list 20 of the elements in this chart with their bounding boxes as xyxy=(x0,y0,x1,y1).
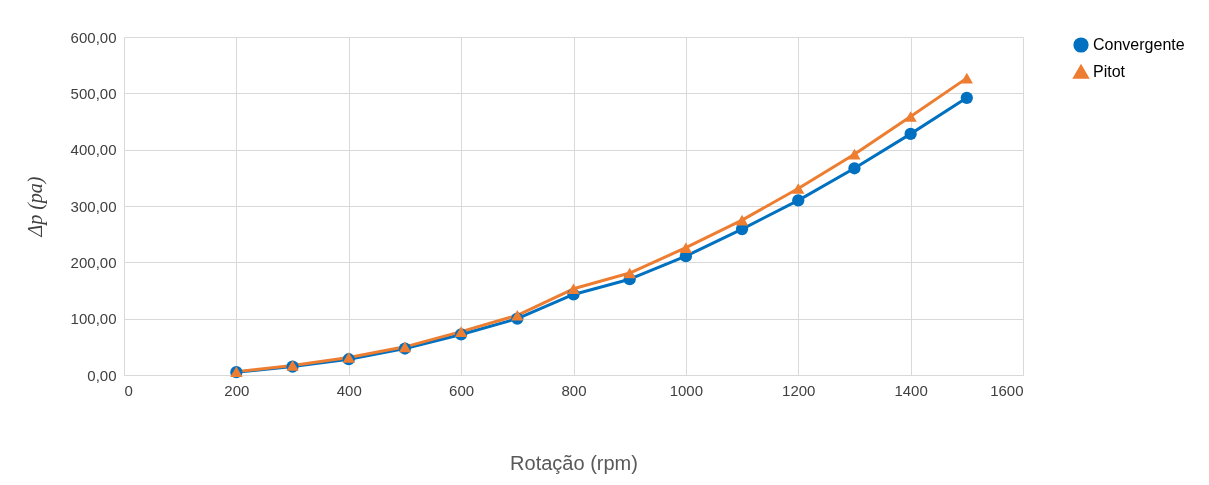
x-tick-label: 1000 xyxy=(669,381,704,399)
x-tick-label: 1600 xyxy=(990,381,1024,399)
x-tick-label: 200 xyxy=(224,381,250,399)
y-tick-label: 400,00 xyxy=(70,141,117,159)
x-tick-label: 400 xyxy=(336,381,362,399)
y-tick-label: 200,00 xyxy=(70,253,117,271)
y-axis-title: Δp (pa) xyxy=(23,176,47,238)
y-tick-label: 100,00 xyxy=(70,310,117,328)
legend-label: Convergente xyxy=(1093,36,1185,53)
y-tick-label: 600,00 xyxy=(70,28,117,46)
x-axis-title: Rotação (rpm) xyxy=(510,451,638,474)
x-tick-label: 1200 xyxy=(782,381,816,399)
y-tick-label: 0,00 xyxy=(87,366,117,384)
x-tick-label: 0 xyxy=(124,381,133,399)
x-tick-label: 600 xyxy=(449,381,475,399)
x-tick-label: 800 xyxy=(561,381,587,399)
x-tick-label: 1400 xyxy=(894,381,928,399)
y-tick-label: 500,00 xyxy=(70,84,117,102)
legend-label: Pitot xyxy=(1093,63,1126,80)
y-tick-label: 300,00 xyxy=(70,197,117,215)
